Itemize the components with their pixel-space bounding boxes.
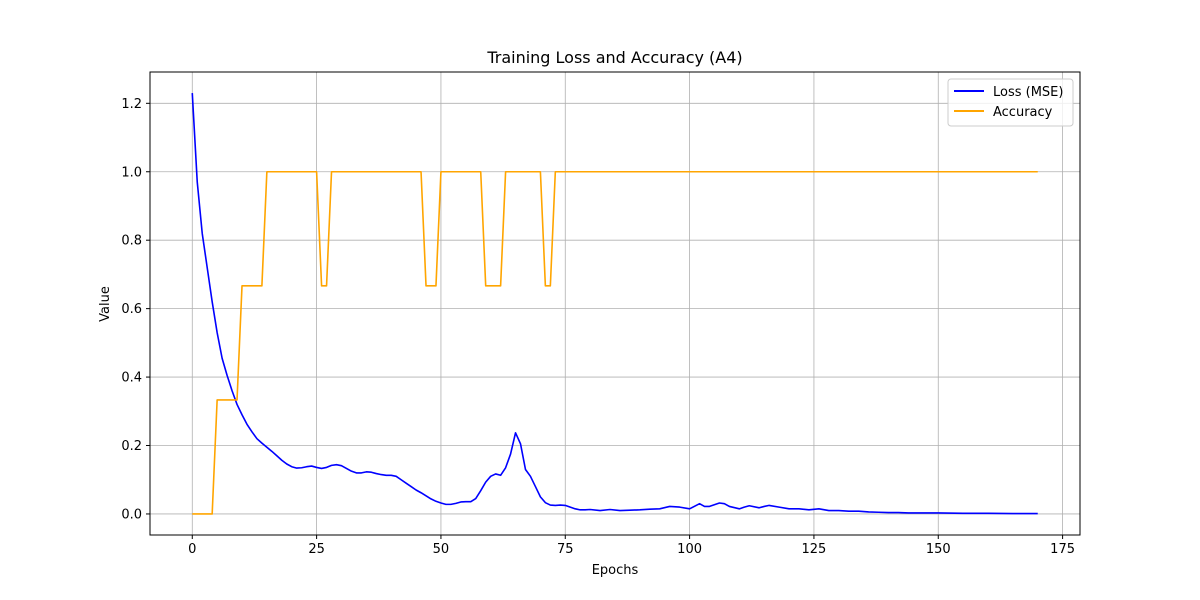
- y-axis-label: Value: [98, 286, 113, 322]
- x-tick-label: 75: [557, 542, 574, 557]
- x-tick-label: 175: [1050, 542, 1075, 557]
- y-tick-label: 0.8: [121, 234, 142, 249]
- y-axis-ticks: 0.0 0.2 0.4 0.6 0.8 1.0 1.2: [121, 97, 150, 522]
- x-tick-label: 100: [677, 542, 702, 557]
- accuracy-line: [192, 170, 1038, 515]
- y-tick-label: 0.6: [121, 302, 142, 317]
- y-tick-label: 1.2: [121, 97, 142, 112]
- x-tick-label: 25: [308, 542, 325, 557]
- x-tick-label: 0: [188, 542, 196, 557]
- plot-frame: [149, 71, 1081, 536]
- chart-title: Training Loss and Accuracy (A4): [486, 48, 742, 67]
- x-tick-label: 50: [433, 542, 450, 557]
- x-axis-ticks: 0 25 50 75 100 125 150 175: [188, 535, 1075, 557]
- y-tick-label: 0.0: [121, 507, 142, 522]
- y-tick-label: 0.4: [121, 371, 142, 386]
- x-tick-label: 125: [802, 542, 827, 557]
- legend-label-accuracy: Accuracy: [993, 105, 1053, 120]
- x-tick-label: 150: [926, 542, 951, 557]
- legend: Loss (MSE) Accuracy: [947, 78, 1074, 127]
- legend-label-loss: Loss (MSE): [993, 85, 1063, 100]
- x-axis-label: Epochs: [592, 563, 639, 578]
- y-tick-label: 0.2: [121, 439, 142, 454]
- y-tick-label: 1.0: [121, 165, 142, 180]
- loss-line: [191, 93, 1038, 515]
- plot-lines: [191, 93, 1038, 515]
